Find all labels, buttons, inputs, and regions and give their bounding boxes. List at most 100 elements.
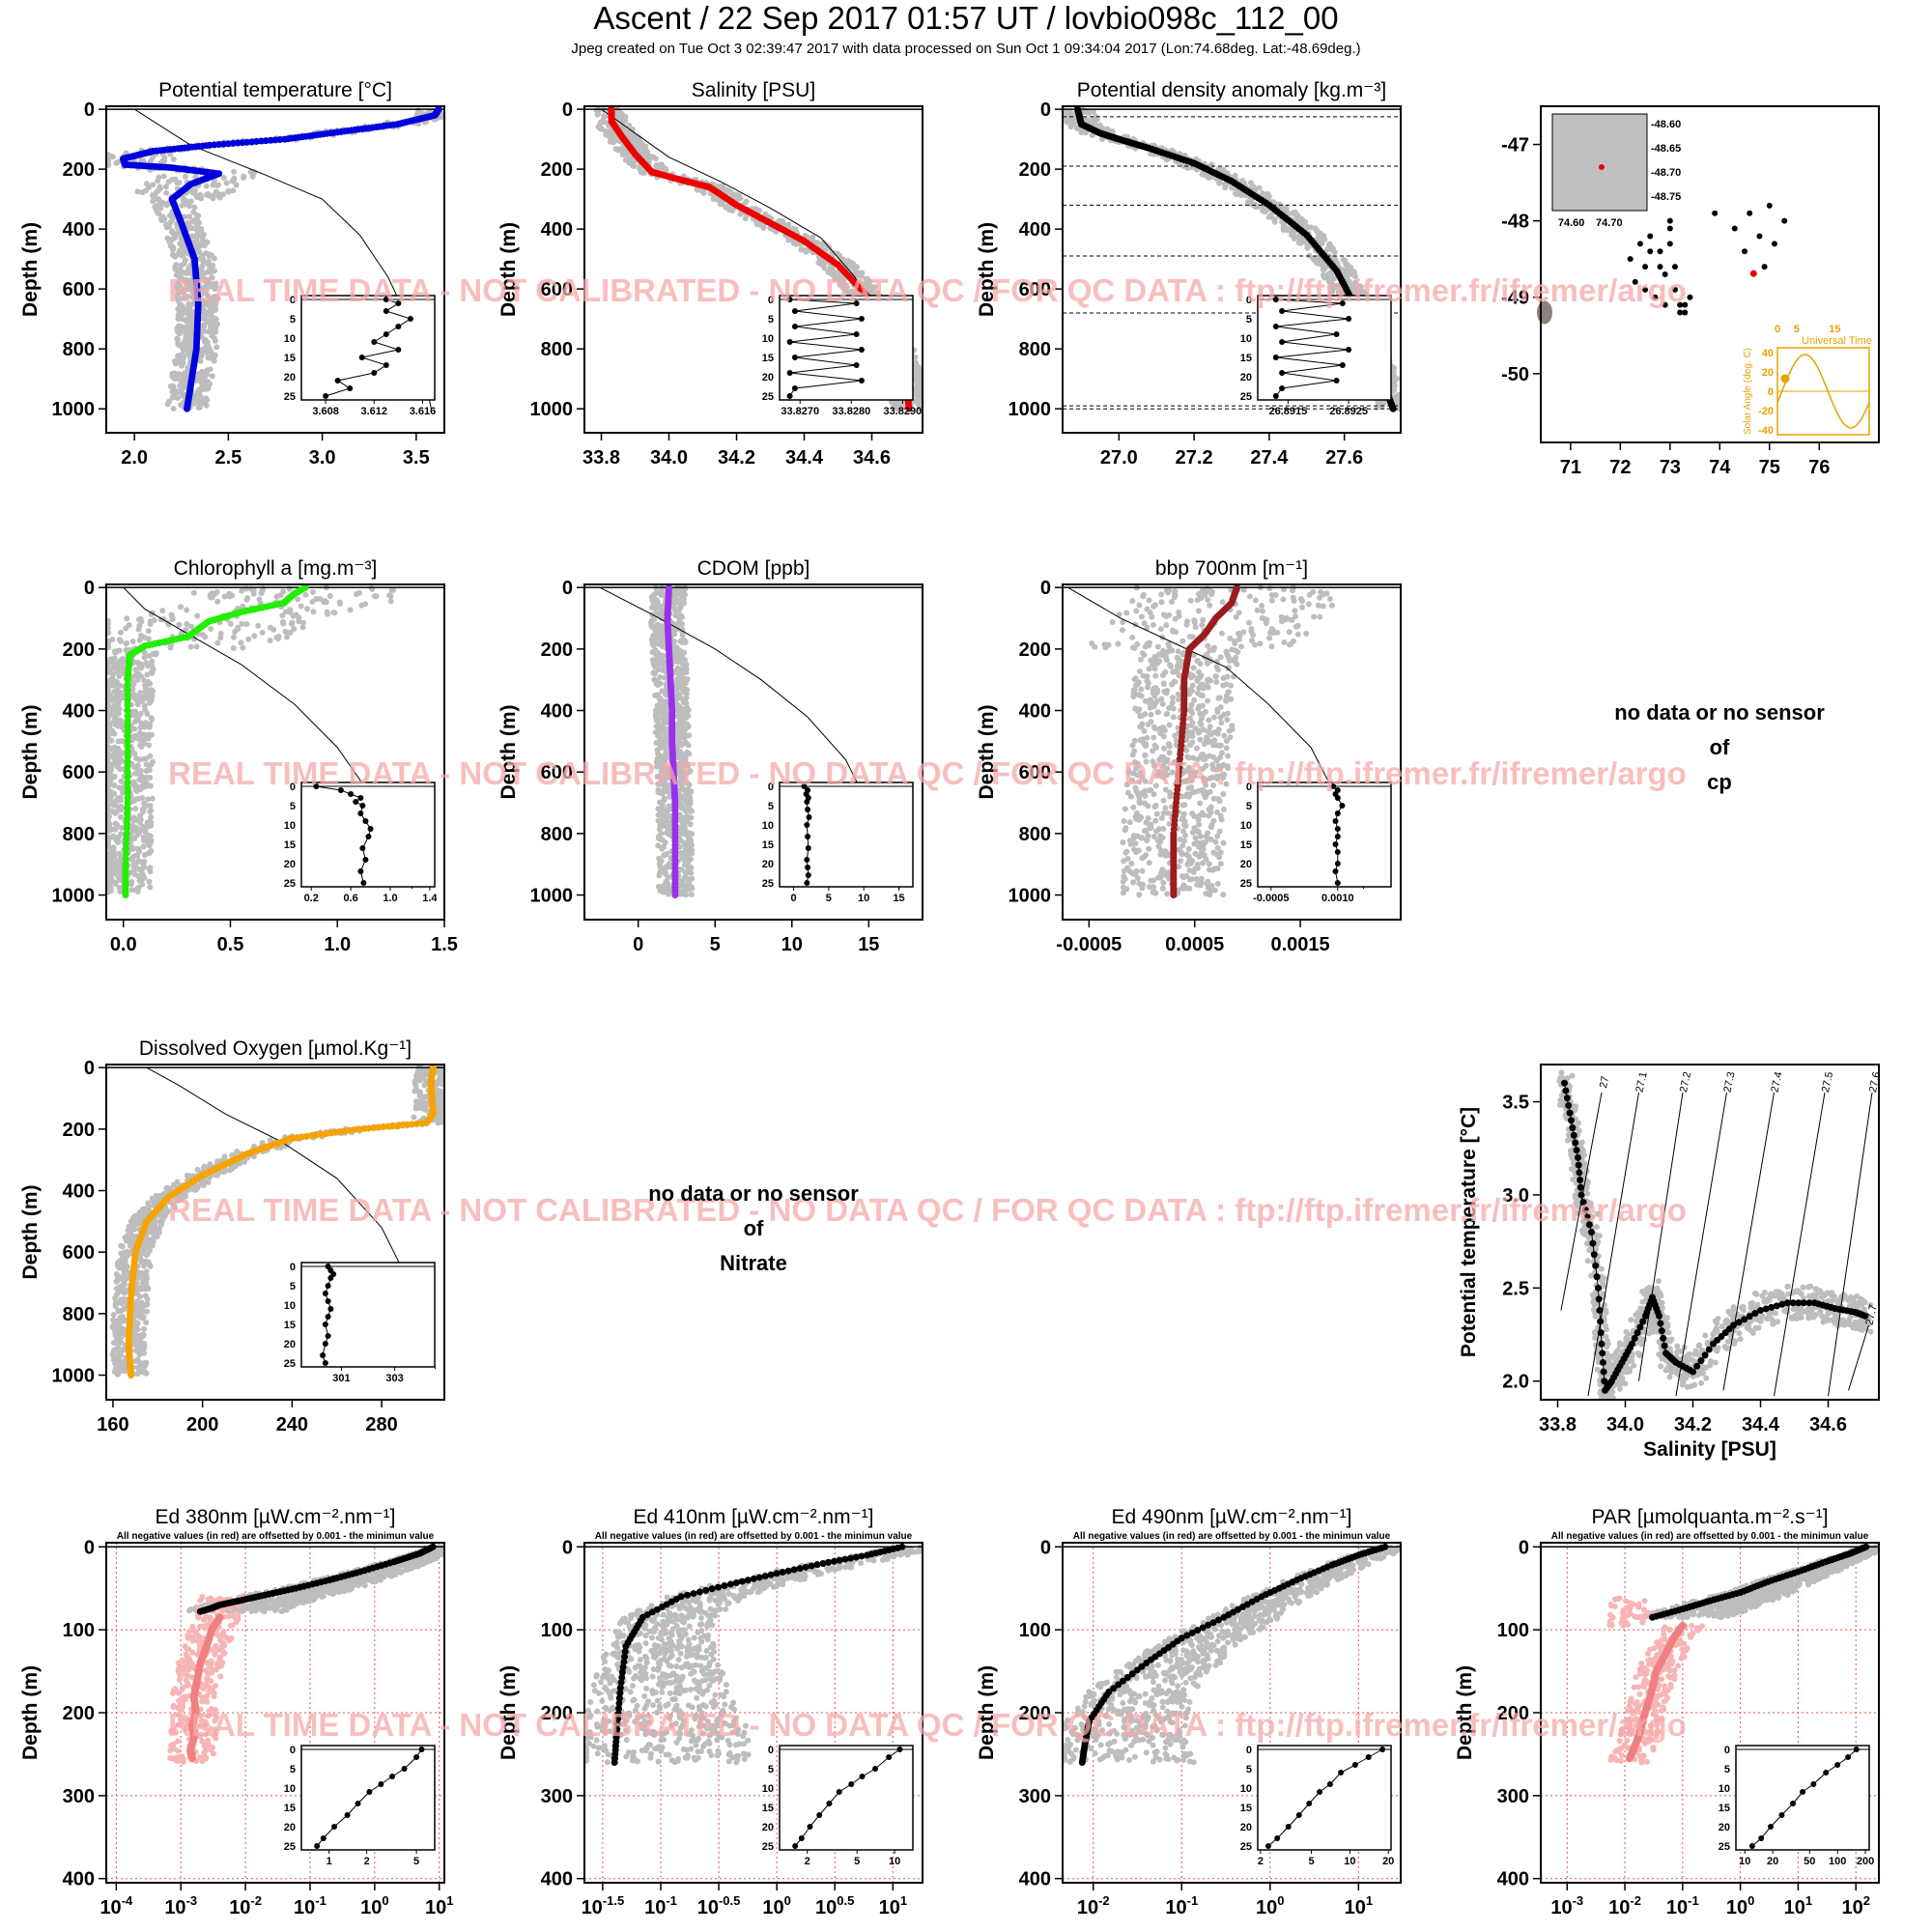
temp-xtick-label: 2.5	[214, 447, 242, 469]
sal-background-point	[820, 263, 826, 269]
chla-background-point	[304, 606, 310, 611]
dens-background-point	[1325, 244, 1331, 250]
temp-xtick-label: 2.0	[121, 447, 148, 469]
temp-profile-point	[184, 406, 190, 412]
temp-inset-xtick-label: 3.612	[361, 406, 388, 417]
temp-background-point	[179, 363, 185, 369]
sal-ytick-label: 0	[562, 99, 573, 121]
chla-background-point	[148, 848, 154, 854]
sal-inset-point	[859, 316, 865, 322]
chla-background-point	[313, 596, 319, 602]
sal-background-point	[661, 164, 667, 170]
sal-inset-xtick-label: 33.8280	[832, 406, 870, 417]
chla-ytick-label: 800	[63, 824, 95, 845]
temp-background-point	[170, 394, 176, 400]
chla-background-point	[138, 633, 144, 639]
chla-background-point	[114, 668, 120, 673]
sal-background-point	[639, 143, 645, 149]
temp-background-point	[181, 197, 186, 203]
sal-inset-point	[787, 393, 793, 399]
chla-background-point	[149, 687, 155, 693]
chla-background-point	[133, 734, 139, 740]
chla-background-point	[118, 630, 124, 636]
chla-inset-point	[357, 868, 363, 874]
chla-background-point	[128, 879, 134, 885]
chla-background-point	[388, 598, 394, 604]
sal-inset-point	[859, 347, 865, 353]
chla-background-point	[140, 861, 146, 867]
chla-background-point	[310, 609, 316, 614]
temp-inset-point	[371, 370, 377, 376]
chla-background-point	[389, 587, 395, 593]
temp-background-point	[164, 224, 170, 230]
temp-background-point	[204, 184, 210, 189]
chla-inset-ytick-label: 10	[284, 820, 296, 832]
dens-inset-point	[1279, 308, 1285, 314]
sal-xtick-label: 34.6	[853, 447, 891, 469]
dens-background-point	[1304, 242, 1310, 248]
temp-background-point	[173, 177, 179, 183]
temp-background-point	[206, 345, 212, 351]
temp-background-point	[171, 406, 177, 412]
temp-background-point	[207, 253, 213, 259]
chla-background-point	[214, 599, 220, 605]
dens-inset-point	[1340, 362, 1346, 368]
dens-xtick-label: 27.4	[1250, 447, 1289, 469]
chla-background-point	[359, 603, 365, 609]
chla-inset-ytick-label: 20	[284, 859, 296, 870]
chla-background-point	[147, 819, 153, 825]
sal-inset-ytick-label: 15	[762, 353, 774, 364]
sal-background-point	[650, 155, 656, 160]
temp-inset-point	[408, 316, 413, 322]
chla-background-point	[388, 593, 394, 599]
sal-background-point	[917, 367, 923, 373]
chla-background-point	[194, 612, 200, 618]
sal-background-point	[614, 107, 620, 113]
chla-background-point	[139, 665, 145, 670]
chla-background-point	[178, 604, 184, 610]
temp-background-point	[172, 265, 178, 270]
chla-background-point	[130, 681, 136, 687]
temp-background-point	[183, 174, 188, 180]
chla-inset-point	[368, 826, 374, 832]
chla-inset-point	[359, 803, 365, 809]
chla-background-point	[235, 626, 241, 632]
sal-inset-ytick-label: 25	[762, 391, 774, 403]
chla-background-point	[295, 596, 300, 602]
dens-xtick-label: 27.0	[1100, 447, 1138, 469]
temp-background-point	[179, 385, 185, 391]
cdom-background-point	[650, 670, 656, 676]
temp-background-point	[174, 336, 180, 342]
temp-background-point	[146, 185, 152, 190]
chla-ytick-label: 600	[63, 762, 95, 783]
chla-background-point	[146, 628, 152, 634]
temp-inset-point	[347, 385, 353, 391]
chla-ylabel: Depth (m)	[19, 705, 42, 800]
dens-background-point	[1104, 127, 1110, 132]
temp-background-point	[158, 216, 164, 222]
sal-background-point	[695, 187, 700, 193]
dens-background-point	[1312, 225, 1318, 231]
sal-background-point	[613, 146, 619, 152]
chla-xtick-label: 0.5	[217, 934, 244, 955]
sal-inset-point	[792, 308, 798, 314]
chla-background-point	[149, 663, 155, 668]
chla-background-point	[130, 827, 136, 833]
temp-background-point	[179, 344, 185, 350]
temp-background-point	[185, 318, 191, 324]
sal-inset-point	[859, 378, 865, 384]
dens-inset-xtick-label: 26.8915	[1268, 406, 1307, 417]
chla-background-point	[113, 865, 119, 870]
chla-background-point	[109, 809, 115, 814]
sal-xtick-label: 34.4	[785, 447, 824, 469]
chla-background-point	[118, 814, 124, 820]
temp-ytick-label: 0	[84, 99, 95, 121]
chla-background-point	[110, 682, 116, 688]
chla-background-point	[149, 838, 155, 844]
chla-background-point	[238, 639, 243, 645]
temp-background-point	[194, 233, 200, 239]
dens-background-point	[1217, 180, 1223, 185]
temp-inset-point	[384, 362, 389, 368]
dens-background-point	[1318, 230, 1323, 236]
temp-inset-point	[395, 347, 401, 353]
